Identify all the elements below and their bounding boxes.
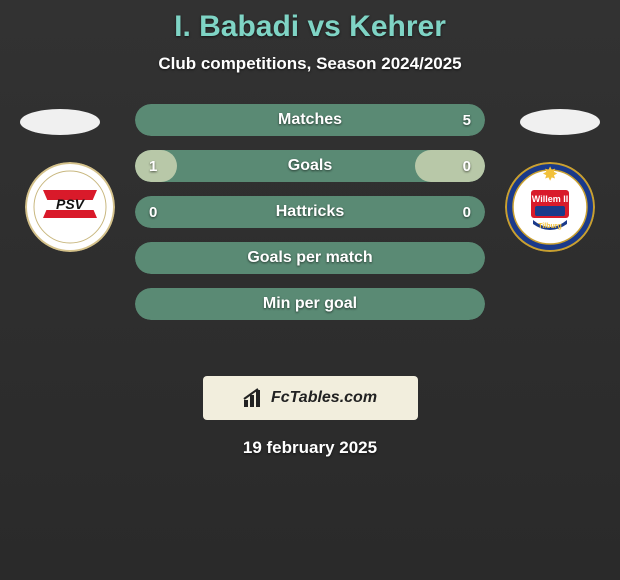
metric-value-right: 0 bbox=[463, 196, 471, 228]
psv-crest-icon: PSV bbox=[25, 162, 115, 252]
comparison-infographic: I. Babadi vs Kehrer Club competitions, S… bbox=[0, 0, 620, 580]
page-title: I. Babadi vs Kehrer bbox=[0, 0, 620, 44]
metric-value-right: 5 bbox=[463, 104, 471, 136]
player-avatar-right bbox=[520, 109, 600, 135]
metric-row: Min per goal bbox=[135, 288, 485, 320]
metric-row: Hattricks0 0 bbox=[135, 196, 485, 228]
willem-ii-crest-icon: Willem II Tilburg bbox=[505, 162, 595, 252]
page-subtitle: Club competitions, Season 2024/2025 bbox=[0, 54, 620, 74]
player-avatar-left bbox=[20, 109, 100, 135]
date-text: 19 february 2025 bbox=[0, 438, 620, 458]
metric-row: Goals per match bbox=[135, 242, 485, 274]
metric-value-right: 0 bbox=[463, 150, 471, 182]
metric-label: Goals per match bbox=[135, 242, 485, 274]
metric-label: Matches bbox=[135, 104, 485, 136]
metric-row: Matches5 bbox=[135, 104, 485, 136]
metric-value-left: 1 bbox=[149, 150, 157, 182]
svg-text:PSV: PSV bbox=[56, 196, 86, 212]
metric-label: Min per goal bbox=[135, 288, 485, 320]
metric-label: Goals bbox=[135, 150, 485, 182]
svg-text:Willem II: Willem II bbox=[532, 194, 568, 204]
metric-value-left: 0 bbox=[149, 196, 157, 228]
fctables-logo: FcTables.com bbox=[203, 376, 418, 420]
content-area: PSV Willem II Tilburg Matches5Goals10Hat… bbox=[0, 104, 620, 364]
logo-text: FcTables.com bbox=[271, 389, 377, 407]
metric-bars: Matches5Goals10Hattricks00Goals per matc… bbox=[135, 104, 485, 320]
svg-text:Tilburg: Tilburg bbox=[538, 223, 562, 230]
metric-row: Goals1 0 bbox=[135, 150, 485, 182]
bars-icon bbox=[243, 388, 265, 408]
metric-label: Hattricks bbox=[135, 196, 485, 228]
